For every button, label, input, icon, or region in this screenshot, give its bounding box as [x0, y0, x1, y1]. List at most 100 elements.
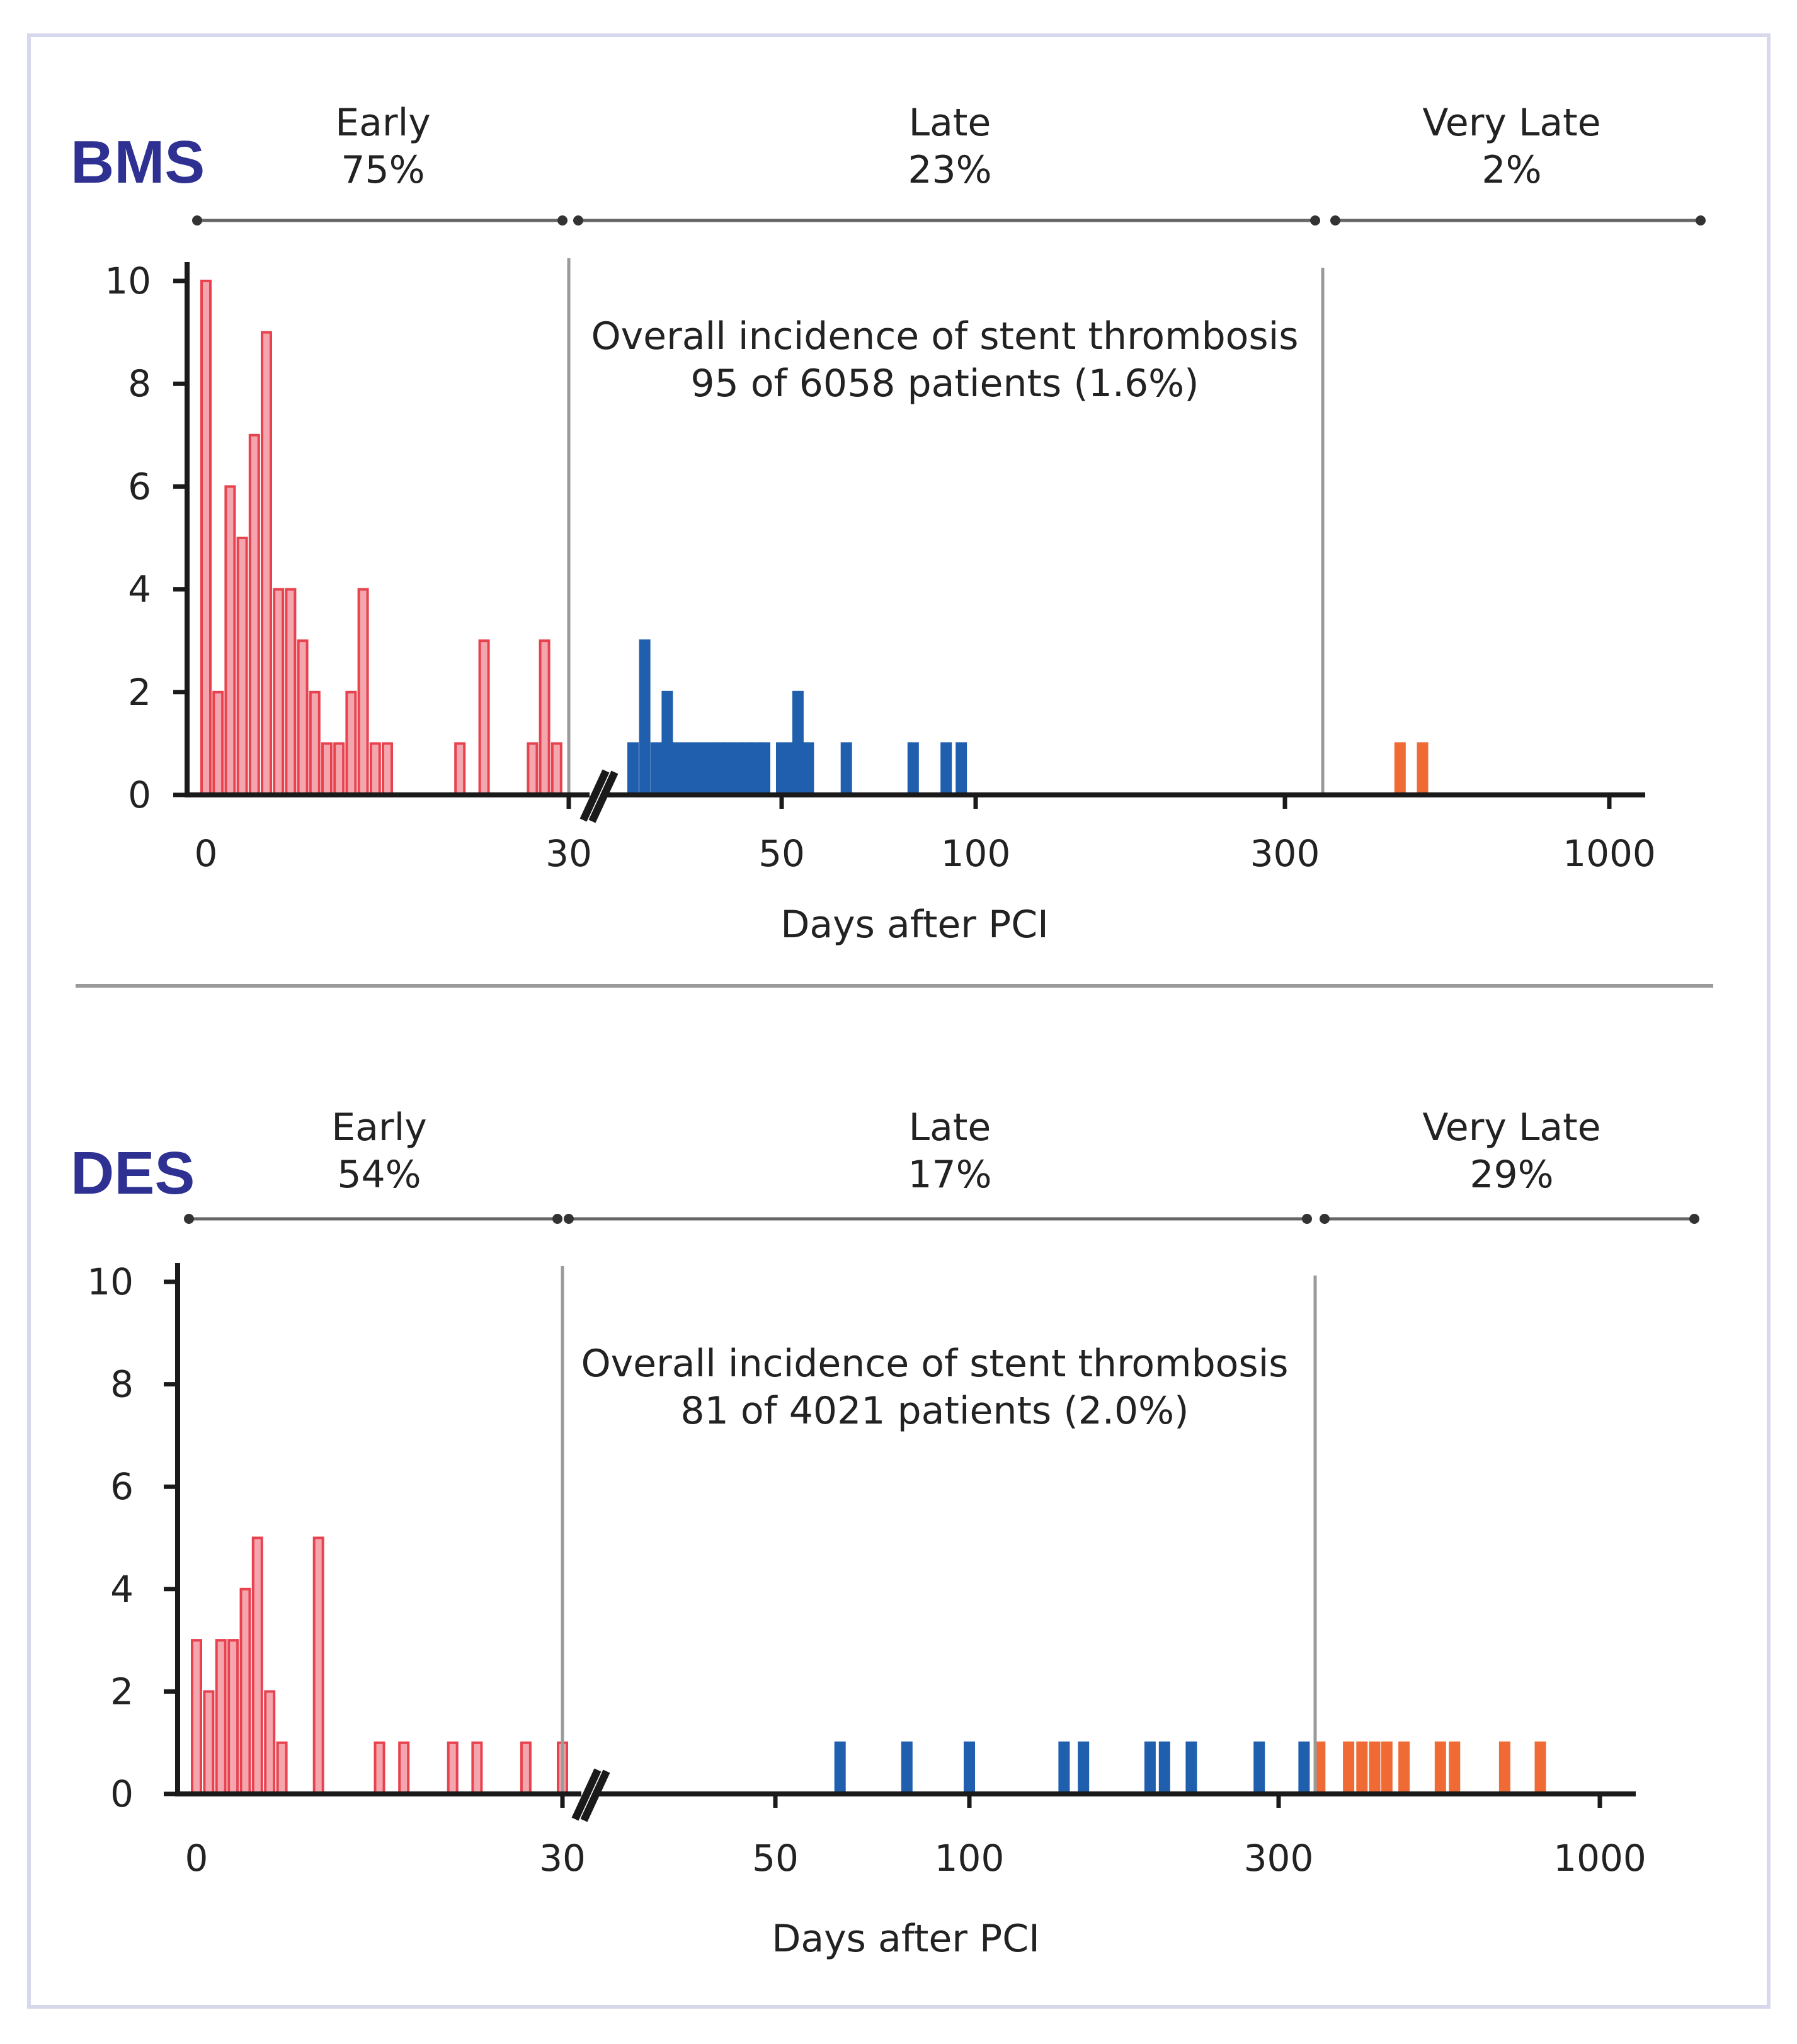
period-bracket-end	[184, 1214, 194, 1224]
bar	[345, 690, 357, 797]
panel-title: DES	[71, 1139, 195, 1207]
period-late-percent: 17%	[908, 1153, 991, 1197]
x-tick-label: 1000	[1553, 1837, 1646, 1880]
overall-incidence-line1: Overall incidence of stent thrombosis	[581, 1342, 1288, 1386]
bar	[1343, 1741, 1355, 1795]
x-tick-label: 0	[195, 832, 218, 875]
bar	[520, 1741, 532, 1795]
y-tick-label: 6	[128, 465, 151, 508]
y-tick-label: 2	[128, 671, 151, 714]
bar	[732, 742, 744, 797]
bar	[964, 1741, 975, 1795]
bar	[1394, 742, 1406, 797]
bar	[1434, 1741, 1446, 1795]
bar	[834, 1741, 846, 1795]
period-bracket-end	[573, 215, 583, 226]
period-bracket-end	[1696, 215, 1706, 226]
bar	[840, 742, 852, 797]
x-tick-label: 300	[1244, 1837, 1314, 1880]
x-tick-label: 30	[545, 832, 592, 875]
bar	[236, 537, 248, 796]
period-bracket-end	[552, 1214, 562, 1224]
bar	[1253, 1741, 1265, 1795]
period-bracket-end	[1320, 1214, 1330, 1224]
period-very-late-percent: 2%	[1481, 148, 1541, 192]
bar-marks	[191, 1536, 1546, 1796]
period-bracket-end	[192, 215, 202, 226]
bar	[1534, 1741, 1546, 1795]
y-tick-label: 0	[110, 1773, 134, 1815]
bar	[239, 1587, 251, 1796]
bar	[478, 639, 490, 797]
bar	[693, 742, 705, 797]
axis-break-mark	[580, 1769, 610, 1822]
bar	[1298, 1741, 1310, 1795]
period-very-late-percent: 29%	[1469, 1153, 1553, 1197]
period-early-name: Early	[335, 101, 431, 145]
y-tick-label: 4	[128, 568, 151, 611]
bar	[650, 742, 662, 797]
bar	[312, 1536, 324, 1795]
bar	[212, 690, 224, 797]
bar	[382, 742, 393, 797]
period-late-percent: 23%	[908, 148, 991, 192]
bar	[759, 742, 770, 797]
y-tick-label: 8	[110, 1363, 134, 1406]
bar	[1398, 1741, 1410, 1795]
bar	[357, 588, 369, 796]
bar	[261, 331, 272, 796]
bar	[713, 742, 725, 797]
period-bracket-end	[1310, 215, 1320, 226]
bar	[627, 742, 639, 797]
x-axis-title: Days after PCI	[772, 1917, 1040, 1961]
x-tick-label: 300	[1250, 832, 1320, 875]
bar	[956, 742, 967, 797]
bar	[454, 742, 466, 797]
panel-title: BMS	[71, 128, 205, 196]
overall-incidence-line1: Overall incidence of stent thrombosis	[591, 314, 1298, 358]
axes	[164, 1214, 1699, 1822]
bar	[297, 639, 309, 797]
axis-break-mark	[571, 1768, 602, 1821]
bar	[741, 742, 753, 797]
bar	[722, 742, 734, 797]
bar	[251, 1536, 263, 1795]
bar	[703, 742, 715, 797]
chart-panel-bms: BMS Early 75% Late 23% Very Late 2% Over…	[71, 101, 1706, 947]
y-tick-label: 6	[110, 1465, 134, 1508]
bar	[940, 742, 952, 797]
x-tick-label: 30	[539, 1837, 586, 1880]
bar	[683, 742, 695, 797]
x-tick-label: 0	[185, 1837, 208, 1880]
bar	[776, 742, 787, 797]
axes	[173, 215, 1706, 823]
bar	[447, 1741, 459, 1795]
bar	[792, 690, 804, 797]
bar	[639, 639, 651, 797]
bar	[215, 1639, 227, 1796]
x-tick-label: 100	[941, 832, 1011, 875]
bar	[200, 280, 212, 796]
period-early-percent: 75%	[341, 148, 425, 192]
bar	[1078, 1741, 1090, 1795]
axis-break-mark	[579, 769, 610, 822]
chart-panel-des: DES Early 54% Late 17% Very Late 29% Ove…	[71, 1105, 1699, 1961]
x-tick-label: 50	[758, 832, 805, 875]
bar	[309, 690, 321, 797]
bar	[398, 1741, 410, 1795]
bar	[907, 742, 919, 797]
bar	[1058, 1741, 1070, 1795]
y-tick-label: 10	[105, 260, 151, 302]
x-tick-label: 50	[752, 1837, 799, 1880]
period-early-name: Early	[331, 1105, 427, 1150]
bar	[1144, 1741, 1156, 1795]
period-bracket-end	[564, 1214, 574, 1224]
x-axis-title: Days after PCI	[780, 903, 1049, 947]
period-late-name: Late	[909, 1105, 991, 1150]
bar	[333, 742, 345, 797]
bar	[1417, 742, 1429, 797]
bar	[273, 588, 285, 796]
period-bracket-end	[557, 215, 568, 226]
